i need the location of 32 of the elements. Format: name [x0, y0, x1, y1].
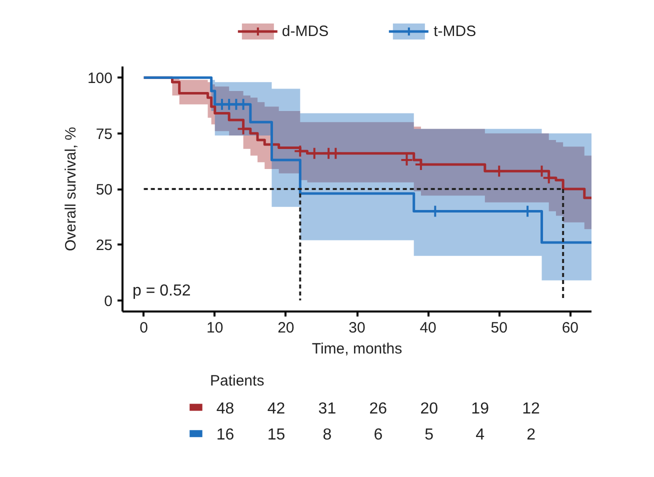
x-axis-title: Time, months	[312, 340, 402, 358]
data-label: 8	[322, 426, 332, 444]
x-tick-label: 60	[562, 320, 579, 336]
data-label: 20	[420, 400, 438, 418]
y-tick-label: 50	[96, 182, 113, 198]
y-tick-label: 75	[96, 126, 113, 143]
data-label: 42	[267, 400, 286, 418]
x-tick-label: 20	[278, 320, 294, 336]
annotation: p = 0.52	[132, 282, 191, 300]
data-label: 16	[216, 426, 234, 444]
data-label: 4	[476, 426, 485, 444]
y-axis-title: Overall survival, %	[62, 126, 80, 252]
chart-title: Patients	[210, 372, 264, 390]
data-label: 31	[318, 400, 336, 418]
data-label: 26	[369, 400, 388, 418]
data-label: 12	[522, 400, 540, 418]
x-tick-label: 40	[420, 320, 436, 336]
y-tick-label: 0	[104, 292, 112, 310]
x-tick-label: 30	[348, 320, 366, 336]
data-label: 48	[216, 400, 234, 418]
legend-label: t-MDS	[434, 22, 476, 40]
legend-label: d-MDS	[282, 22, 329, 40]
data-label: 15	[267, 426, 286, 444]
data-label: 6	[374, 426, 383, 444]
data-label: 2	[526, 426, 536, 444]
x-tick-label: 10	[206, 320, 224, 336]
x-tick-label: 50	[490, 320, 508, 336]
x-tick-label: 0	[140, 320, 148, 336]
y-tick-label: 25	[96, 237, 113, 254]
y-tick-label: 100	[87, 70, 113, 88]
data-label: 19	[471, 400, 490, 418]
data-label: 5	[424, 426, 434, 444]
